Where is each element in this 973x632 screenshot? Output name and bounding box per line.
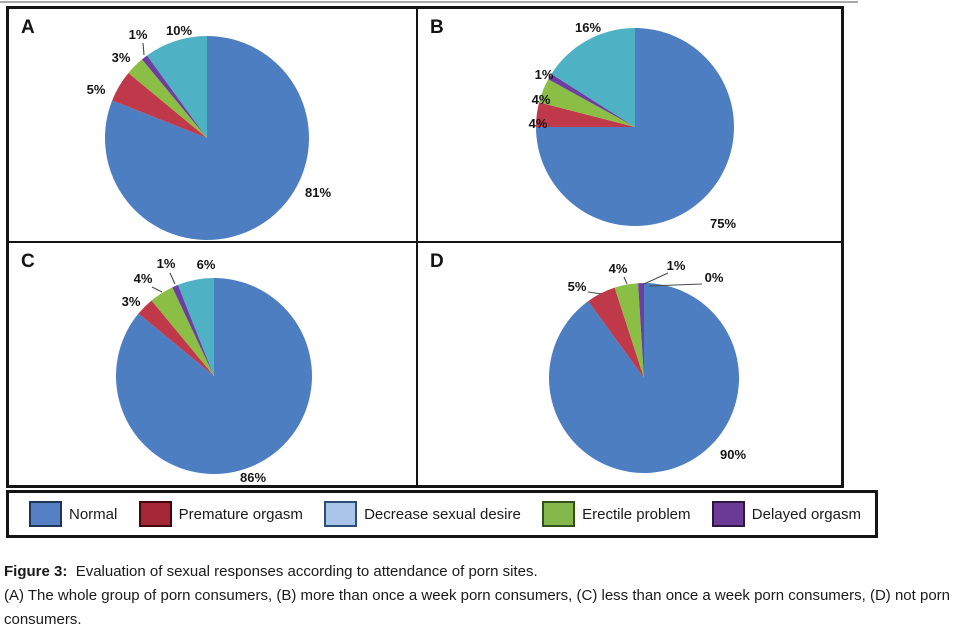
figure-3: 81% 5% 3% 1% 10% A 75% 4% 4% 1% 16% B 86% 3% 4% 1% 6… [6, 6, 878, 538]
pie-slice-normal [104, 36, 309, 240]
slice-value-label-decrease-sexual-desire: 16% [575, 20, 601, 35]
slice-value-label-delayed-orgasm: 1% [667, 258, 686, 273]
panel-letter-a: A [21, 17, 36, 38]
legend-item-decrease-sexual-desire: Decrease sexual desire [324, 501, 521, 527]
legend-item-delayed-orgasm: Delayed orgasm [711, 501, 861, 527]
legend-label-premature-orgasm: Premature orgasm [178, 505, 303, 523]
pie-slice-premature-orgasm [112, 72, 207, 138]
pie-panel-d: 90% 5% 4% 1% 0% D [418, 243, 841, 485]
slice-value-label-normal: 81% [305, 185, 331, 200]
pie-chart-b: 75% 4% 4% 1% 16% [529, 20, 737, 231]
legend-swatch-erectile-problem [542, 501, 576, 527]
pie-chart-c: 86% 3% 4% 1% 6% [115, 256, 312, 485]
caption-figure-number: Figure 3: [4, 563, 68, 580]
pie-slice-erectile-problem [151, 287, 214, 376]
slice-value-label-delayed-orgasm: 1% [535, 67, 554, 82]
pie-grid: 81% 5% 3% 1% 10% A 75% 4% 4% 1% 16% B 86% 3% 4% 1% 6… [6, 6, 844, 488]
pie-slice-premature-orgasm [588, 287, 644, 378]
slice-value-label-normal: 75% [710, 216, 736, 231]
slice-value-label-decrease-sexual-desire: 10% [166, 23, 192, 38]
legend-item-normal: Normal [29, 501, 117, 527]
panel-letter-c: C [21, 251, 36, 272]
label-leader-line [643, 272, 669, 285]
pie-slice-decrease-sexual-desire [147, 36, 207, 138]
pie-slice-premature-orgasm [536, 102, 635, 127]
chart-legend: Normal Premature orgasm Decrease sexual … [6, 490, 878, 538]
caption-title-text: Evaluation of sexual responses according… [75, 563, 538, 580]
label-leader-line [169, 272, 176, 285]
pie-slice-delayed-orgasm [548, 73, 635, 127]
slice-value-label-erectile-problem: 4% [609, 261, 628, 276]
pie-slice-erectile-problem [128, 59, 207, 138]
slice-value-label-premature-orgasm: 5% [87, 82, 106, 97]
panel-letter-b: B [430, 17, 445, 38]
pie-slice-delayed-orgasm [638, 283, 644, 378]
label-leader-line [151, 286, 163, 293]
pie-slice-premature-orgasm [138, 300, 214, 376]
slice-value-label-delayed-orgasm: 1% [129, 27, 148, 42]
pie-slice-delayed-orgasm [172, 284, 214, 376]
page-top-rule [0, 1, 858, 3]
slice-value-label-normal: 86% [240, 470, 266, 485]
pie-chart-d: 90% 5% 4% 1% 0% [548, 258, 746, 473]
slice-value-label-erectile-problem: 4% [134, 271, 153, 286]
slice-value-label-erectile-problem: 3% [112, 50, 131, 65]
legend-label-erectile-problem: Erectile problem [582, 505, 691, 523]
pie-slice-decrease-sexual-desire [551, 28, 635, 127]
legend-swatch-decrease-sexual-desire [324, 501, 358, 527]
figure-caption: Figure 3: Evaluation of sexual responses… [4, 560, 966, 632]
legend-item-erectile-problem: Erectile problem [542, 501, 691, 527]
pie-slice-erectile-problem [539, 79, 635, 127]
slice-value-label-decrease-sexual-desire: 0% [705, 270, 724, 285]
pie-slice-delayed-orgasm [141, 55, 207, 139]
slice-value-label-erectile-problem: 4% [532, 92, 551, 107]
slice-value-label-premature-orgasm: 4% [529, 116, 548, 131]
pie-chart-a: 81% 5% 3% 1% 10% [87, 23, 331, 240]
slice-value-label-premature-orgasm: 3% [122, 294, 141, 309]
slice-value-label-decrease-sexual-desire: 6% [197, 257, 216, 272]
legend-label-decrease-sexual-desire: Decrease sexual desire [364, 505, 521, 523]
pie-slice-normal [548, 283, 739, 473]
pie-panel-a: 81% 5% 3% 1% 10% A [9, 9, 418, 243]
legend-swatch-premature-orgasm [138, 501, 172, 527]
label-leader-line [648, 283, 703, 287]
pie-slice-normal [115, 278, 312, 474]
caption-line-1: Figure 3: Evaluation of sexual responses… [4, 560, 966, 584]
label-leader-line [623, 276, 628, 285]
legend-label-delayed-orgasm: Delayed orgasm [751, 505, 861, 523]
legend-label-normal: Normal [69, 505, 118, 523]
label-leader-line [587, 291, 603, 295]
slice-value-label-normal: 90% [720, 447, 746, 462]
panel-letter-d: D [430, 251, 445, 272]
pie-panel-c: 86% 3% 4% 1% 6% C [9, 243, 418, 485]
legend-swatch-normal [29, 501, 62, 527]
legend-item-premature-orgasm: Premature orgasm [138, 501, 303, 527]
pie-slice-erectile-problem [614, 283, 644, 378]
pie-slice-decrease-sexual-desire [177, 278, 214, 376]
slice-value-label-delayed-orgasm: 1% [157, 256, 176, 271]
caption-detail: (A) The whole group of porn consumers, (… [4, 587, 950, 628]
pie-panel-b: 75% 4% 4% 1% 16% B [418, 9, 841, 243]
legend-swatch-delayed-orgasm [711, 501, 745, 527]
label-leader-line [142, 42, 145, 56]
slice-value-label-premature-orgasm: 5% [568, 279, 587, 294]
